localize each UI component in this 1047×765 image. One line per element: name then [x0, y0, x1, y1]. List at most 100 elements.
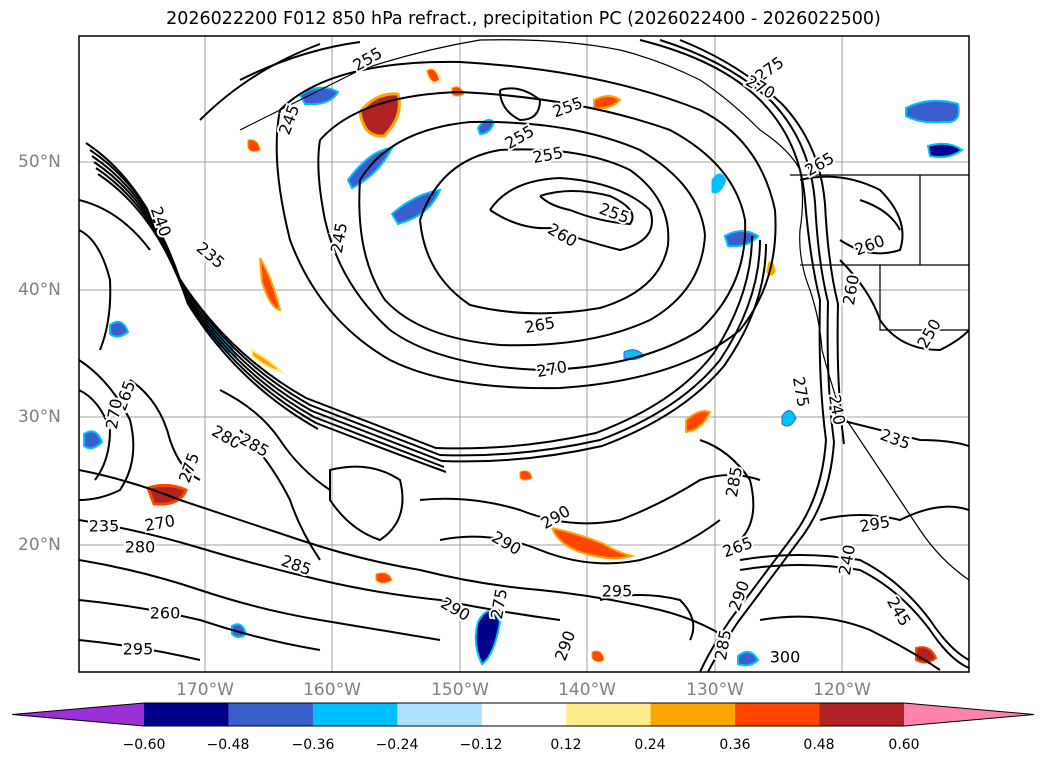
colorbar-segment: [566, 703, 652, 726]
contour-line: [859, 199, 901, 231]
precip-patch: [905, 99, 960, 124]
precip-patch: [685, 410, 712, 434]
colorbar-segment: [397, 703, 483, 726]
colorbar-tick-label: −0.12: [459, 737, 503, 753]
contour-line: [79, 359, 135, 501]
colorbar-segment: [819, 703, 905, 726]
map-title: 2026022200 F012 850 hPa refract., precip…: [166, 9, 881, 29]
lon-label-160w: 160°W: [303, 680, 361, 700]
contour-line: [499, 87, 542, 122]
colorbar-segment: [650, 703, 736, 726]
contour-line: [95, 167, 447, 473]
colorbar-outline: [11, 702, 1035, 727]
colorbar-segment: [481, 703, 567, 726]
precip-patch: [83, 430, 104, 450]
precip-patch: [358, 92, 401, 138]
colorbar-extend-high: [903, 703, 1034, 726]
contour-line: [97, 173, 319, 430]
colorbar-tick-label: 0.36: [719, 737, 751, 753]
colorbar-segment: [735, 703, 821, 726]
coastline: [239, 39, 969, 581]
contour-line: [79, 519, 561, 621]
lat-label-50n: 50°N: [18, 152, 61, 172]
precip-patch: [593, 95, 622, 110]
colorbar-segment: [228, 703, 314, 726]
contour-line: [759, 615, 941, 671]
precip-patch: [109, 320, 130, 338]
contour-line: [659, 39, 836, 672]
contour-line: [239, 429, 321, 561]
lon-label-170w: 170°W: [176, 680, 234, 700]
precip-patch: [251, 348, 286, 374]
colorbar-tick-label: 0.48: [803, 737, 835, 753]
contour-line: [699, 439, 755, 541]
refractivity-contours: [79, 39, 969, 672]
contour-line: [329, 465, 404, 542]
contour-line: [317, 90, 747, 372]
lat-label-40n: 40°N: [18, 280, 61, 300]
coastline-north-america: [799, 169, 969, 581]
state-border: [879, 265, 969, 331]
contour-line: [199, 43, 321, 121]
colorbar: [11, 702, 1035, 727]
colorbar-tick-label: 0.12: [550, 737, 582, 753]
lon-label-120w: 120°W: [813, 680, 871, 700]
contour-line: [79, 469, 731, 641]
lat-label-20n: 20°N: [18, 535, 61, 555]
precip-patch: [375, 572, 393, 584]
colorbar-segment: [312, 703, 398, 726]
precip-patch: [247, 139, 261, 153]
precip-patch: [737, 650, 760, 667]
contour-line: [639, 39, 828, 672]
contour-label: 295: [123, 640, 154, 659]
precip-patch: [591, 650, 605, 663]
contour-line: [79, 199, 151, 251]
contour-line: [489, 176, 653, 252]
contour-label: 235: [89, 517, 120, 536]
contour-label: 280: [125, 538, 156, 557]
contour-label: 295: [602, 582, 633, 601]
contour-line: [79, 599, 321, 651]
colorbar-tick-label: 0.24: [634, 737, 666, 753]
precip-patch: [519, 470, 533, 481]
coastline-alaska: [239, 39, 801, 171]
precip-patch: [711, 173, 727, 194]
contour-line: [129, 379, 201, 481]
contour-line: [799, 175, 904, 255]
contour-line: [219, 389, 331, 491]
contour-line: [358, 120, 707, 347]
colorbar-segment: [144, 703, 229, 726]
contour-line: [539, 190, 634, 226]
contour-line: [79, 559, 441, 641]
contour-line: [599, 594, 695, 641]
contour-line: [819, 505, 969, 522]
contour-line: [839, 419, 969, 447]
contour-line: [739, 554, 969, 661]
precip-patch: [723, 230, 760, 248]
contour-line: [79, 229, 112, 351]
precip-patch: [390, 188, 442, 226]
lon-label-150w: 150°W: [431, 680, 489, 700]
precip-patch: [298, 86, 340, 106]
contour-line: [239, 41, 361, 81]
contour-label: 300: [770, 648, 801, 667]
precip-patch: [424, 67, 442, 84]
precip-patch: [550, 526, 636, 560]
contour-line: [79, 639, 201, 661]
colorbar-tick-label: −0.60: [122, 737, 166, 753]
precip-patch: [474, 610, 502, 666]
colorbar-tick-label: −0.24: [375, 737, 419, 753]
contour-line: [419, 148, 670, 315]
lon-label-130w: 130°W: [686, 680, 744, 700]
map-frame: [78, 35, 970, 673]
precip-patch: [781, 410, 797, 427]
contour-line: [739, 564, 969, 669]
colorbar-extend-low: [12, 703, 144, 726]
contour-line: [275, 60, 777, 390]
contour-label: 260: [150, 604, 181, 623]
precip-patch: [926, 142, 964, 159]
gridlines: [79, 36, 969, 672]
lon-label-140w: 140°W: [558, 680, 616, 700]
contour-line: [679, 39, 845, 445]
